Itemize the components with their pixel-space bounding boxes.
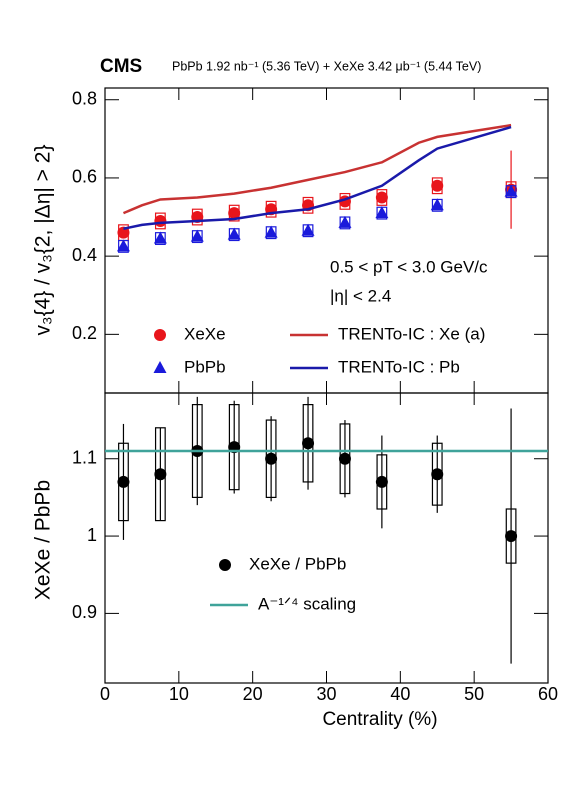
legend-marker <box>154 329 166 341</box>
marker <box>375 206 389 219</box>
x-tick-label: 30 <box>316 684 336 704</box>
legend-label: XeXe / PbPb <box>249 554 346 573</box>
legend-label: TRENTo-IC : Xe (a) <box>338 324 485 343</box>
marker <box>117 226 130 239</box>
marker <box>117 475 130 488</box>
legend-marker <box>153 361 167 373</box>
marker <box>505 530 518 543</box>
legend-label: PbPb <box>184 357 226 376</box>
y-tick-label: 0.4 <box>72 245 97 265</box>
marker <box>504 184 518 197</box>
marker <box>431 468 444 481</box>
marker <box>190 229 204 242</box>
experiment-label: CMS <box>100 56 142 77</box>
y-tick-label: 1 <box>87 525 97 545</box>
marker <box>228 207 241 220</box>
legend-marker <box>219 559 231 571</box>
annotation: |η| < 2.4 <box>330 286 391 305</box>
marker <box>338 215 352 228</box>
annotation: 0.5 < pT < 3.0 GeV/c <box>330 257 488 276</box>
model-line <box>123 125 512 230</box>
marker <box>338 452 351 465</box>
model-line <box>122 123 512 215</box>
marker <box>301 223 315 236</box>
legend-label: XeXe <box>184 324 226 343</box>
marker <box>375 475 388 488</box>
marker <box>264 225 278 238</box>
legend-label: A⁻¹ᐟ⁴ scaling <box>258 594 356 613</box>
x-tick-label: 10 <box>169 684 189 704</box>
y-tick-label: 0.6 <box>72 167 97 187</box>
y-tick-label: 0.8 <box>72 88 97 108</box>
marker <box>154 468 167 481</box>
x-tick-label: 40 <box>390 684 410 704</box>
x-tick-label: 60 <box>538 684 558 704</box>
marker <box>116 239 130 252</box>
marker <box>154 214 167 227</box>
x-tick-label: 20 <box>243 684 263 704</box>
y-axis-label: XeXe / PbPb <box>32 480 55 600</box>
x-tick-label: 50 <box>464 684 484 704</box>
y-axis-label: v₃{4} / v₃{2, |Δη| > 2} <box>32 145 55 336</box>
marker <box>302 437 315 450</box>
y-tick-label: 1.1 <box>72 447 97 467</box>
marker <box>375 191 388 204</box>
marker <box>227 227 241 240</box>
y-tick-label: 0.9 <box>72 602 97 622</box>
legend-label: TRENTo-IC : Pb <box>338 357 460 376</box>
y-tick-label: 0.2 <box>72 323 97 343</box>
subtitle: PbPb 1.92 nb⁻¹ (5.36 TeV) + XeXe 3.42 μb… <box>172 59 481 73</box>
x-axis-label: Centrality (%) <box>322 709 437 730</box>
marker <box>265 452 278 465</box>
marker <box>153 231 167 244</box>
x-tick-label: 0 <box>100 684 110 704</box>
marker <box>430 198 444 211</box>
marker <box>431 179 444 192</box>
